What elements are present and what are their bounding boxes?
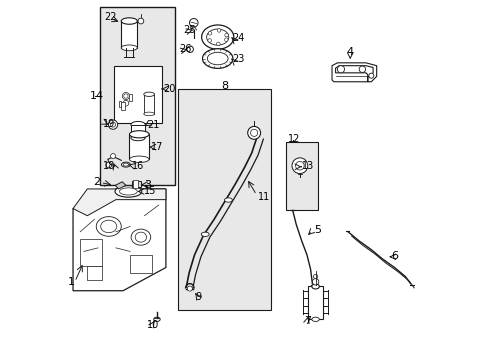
Text: 4: 4 — [346, 47, 353, 57]
Circle shape — [250, 129, 257, 136]
Ellipse shape — [206, 29, 228, 45]
Ellipse shape — [96, 217, 121, 236]
Circle shape — [217, 28, 221, 32]
Text: 6: 6 — [391, 251, 398, 261]
Ellipse shape — [129, 156, 149, 162]
Ellipse shape — [115, 186, 142, 197]
Circle shape — [186, 46, 193, 53]
Circle shape — [110, 122, 115, 127]
Circle shape — [122, 93, 129, 100]
Text: 26: 26 — [179, 44, 191, 54]
Ellipse shape — [121, 45, 137, 51]
Bar — [285, 143, 317, 210]
Text: 14: 14 — [90, 91, 104, 101]
Circle shape — [123, 94, 128, 98]
Circle shape — [208, 31, 211, 35]
Circle shape — [291, 158, 307, 174]
Bar — [132, 181, 141, 187]
Circle shape — [216, 42, 220, 46]
Text: 1: 1 — [67, 277, 75, 287]
Bar — [130, 255, 151, 273]
Ellipse shape — [101, 220, 117, 233]
Circle shape — [110, 154, 115, 158]
Circle shape — [108, 120, 118, 129]
Circle shape — [247, 126, 260, 139]
Bar — [114, 66, 162, 123]
Polygon shape — [73, 189, 165, 291]
Ellipse shape — [131, 135, 145, 141]
Bar — [129, 134, 149, 159]
Ellipse shape — [311, 317, 319, 321]
Ellipse shape — [129, 131, 149, 138]
Text: 5: 5 — [313, 225, 320, 235]
Circle shape — [337, 66, 344, 73]
Text: 7: 7 — [304, 316, 311, 326]
Text: 18: 18 — [103, 161, 115, 171]
Bar — [119, 102, 121, 107]
Ellipse shape — [123, 163, 128, 166]
Polygon shape — [331, 63, 376, 82]
Text: 9: 9 — [195, 292, 201, 302]
Ellipse shape — [224, 198, 232, 202]
Circle shape — [138, 18, 143, 24]
Bar — [121, 21, 137, 48]
Text: 16: 16 — [132, 161, 144, 171]
Circle shape — [106, 162, 111, 168]
Ellipse shape — [121, 18, 137, 24]
Text: 20: 20 — [163, 84, 175, 94]
Bar — [133, 180, 138, 188]
Text: 24: 24 — [232, 33, 244, 43]
Text: 12: 12 — [287, 134, 300, 144]
Circle shape — [313, 274, 317, 279]
Ellipse shape — [121, 162, 130, 167]
Circle shape — [187, 286, 192, 291]
Ellipse shape — [311, 284, 319, 289]
Ellipse shape — [135, 232, 146, 242]
Circle shape — [224, 38, 227, 41]
Text: 13: 13 — [302, 161, 314, 171]
Ellipse shape — [153, 317, 160, 321]
Text: 11: 11 — [258, 192, 270, 202]
Ellipse shape — [143, 112, 154, 116]
Ellipse shape — [202, 49, 232, 68]
Ellipse shape — [207, 52, 227, 65]
Text: 19: 19 — [103, 118, 115, 129]
Text: 21: 21 — [147, 120, 160, 130]
Bar — [100, 7, 175, 185]
Text: 15: 15 — [143, 186, 156, 197]
Polygon shape — [73, 189, 165, 216]
Circle shape — [189, 18, 198, 27]
Ellipse shape — [201, 232, 209, 237]
Bar — [87, 266, 102, 280]
Bar — [80, 239, 102, 266]
Ellipse shape — [143, 92, 154, 96]
Ellipse shape — [119, 188, 137, 195]
Bar — [129, 94, 132, 102]
Text: 17: 17 — [151, 142, 163, 152]
Bar — [178, 89, 271, 310]
Circle shape — [368, 73, 373, 78]
Text: 10: 10 — [147, 320, 159, 330]
Circle shape — [312, 279, 318, 285]
Text: 3: 3 — [143, 180, 150, 190]
Polygon shape — [115, 182, 125, 189]
Text: 22: 22 — [104, 13, 117, 22]
Text: 8: 8 — [221, 81, 227, 91]
Circle shape — [207, 39, 211, 42]
Bar — [131, 125, 145, 138]
Circle shape — [123, 100, 128, 106]
Circle shape — [295, 161, 304, 170]
Ellipse shape — [201, 25, 233, 49]
Text: 25: 25 — [183, 25, 195, 35]
Bar — [121, 103, 124, 111]
Circle shape — [224, 33, 228, 37]
Circle shape — [358, 66, 365, 72]
Ellipse shape — [131, 121, 145, 128]
Bar — [143, 94, 154, 114]
Ellipse shape — [131, 229, 150, 245]
Text: 23: 23 — [232, 54, 244, 64]
Bar — [307, 287, 323, 319]
Text: 2: 2 — [93, 177, 100, 187]
